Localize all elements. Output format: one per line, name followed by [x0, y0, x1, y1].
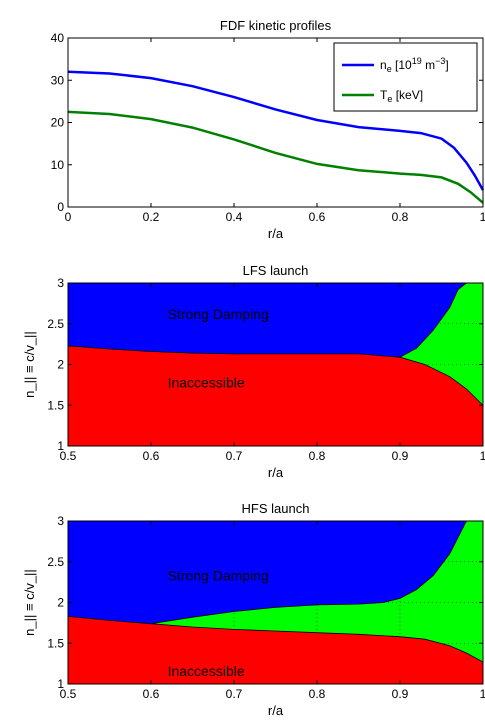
- region-inaccessible: [68, 345, 483, 446]
- x-tick-label: 1: [480, 449, 485, 463]
- y-tick-label: 10: [51, 158, 65, 172]
- x-tick-label: 0.8: [309, 449, 326, 463]
- legend-text-part: n: [380, 58, 387, 72]
- legend-text-part: [10: [392, 58, 412, 72]
- y-tick-label: 2.5: [47, 555, 64, 569]
- legend-text-part: e: [387, 94, 392, 104]
- y-tick-label: 0: [57, 200, 64, 214]
- y-tick-label: 1: [57, 677, 64, 691]
- x-tick-label: 1: [480, 687, 485, 701]
- x-tick-label: 0.8: [309, 687, 326, 701]
- x-tick-label: 0.5: [60, 687, 77, 701]
- x-tick-label: 0.9: [392, 449, 409, 463]
- legend-box: [333, 42, 478, 112]
- series-line-0: [67, 70, 485, 191]
- boundary-lower: [67, 345, 484, 406]
- legend-entry-0: ne [1019 m−3]: [380, 56, 449, 74]
- legend-text-part: [keV]: [392, 88, 423, 102]
- region-accessible: [151, 521, 483, 662]
- y-tick-label: 2.5: [47, 317, 64, 331]
- legend-text-part: 19: [412, 56, 422, 66]
- x-tick-label: 0.8: [392, 210, 409, 224]
- series-line-1: [67, 110, 484, 204]
- region-label-0: Strong Damping: [168, 306, 269, 322]
- x-tick-label: 0.7: [226, 687, 243, 701]
- y-tick-label: 1: [57, 439, 64, 453]
- chart-title: LFS launch: [243, 263, 309, 278]
- region-label-1: Inaccessible: [168, 663, 245, 679]
- x-tick-label: 0.5: [60, 449, 77, 463]
- y-tick-label: 1.5: [47, 398, 64, 412]
- y-axis-label: n_|| ≡ c/v_||: [22, 331, 37, 398]
- region-label-0: Strong Damping: [168, 568, 269, 584]
- legend-entry-1: Te [keV]: [380, 88, 423, 104]
- x-tick-label: 0.7: [226, 449, 243, 463]
- x-tick-label: 0: [65, 210, 72, 224]
- chart-title: FDF kinetic profiles: [220, 18, 332, 33]
- y-axis-label: n_|| ≡ c/v_||: [22, 569, 37, 636]
- legend-text-part: −3: [435, 56, 445, 66]
- legend-text-part: T: [380, 88, 388, 102]
- region-label-1: Inaccessible: [168, 374, 245, 390]
- region-accessible: [400, 283, 483, 406]
- legend: ne [1019 m−3]Te [keV]: [333, 42, 478, 112]
- legend-text-part: e: [387, 64, 392, 74]
- x-axis-label: r/a: [268, 226, 284, 241]
- x-tick-label: 0.6: [143, 687, 160, 701]
- x-tick-label: 0.6: [143, 449, 160, 463]
- x-tick-label: 1: [480, 210, 485, 224]
- y-tick-label: 40: [51, 31, 65, 45]
- region-inaccessible: [68, 616, 483, 684]
- y-tick-label: 2: [57, 596, 64, 610]
- legend-text-part: ]: [445, 58, 448, 72]
- boundary-upper: [150, 520, 483, 625]
- chart-title: HFS launch: [242, 501, 310, 516]
- legend-text-part: m: [422, 58, 435, 72]
- x-tick-label: 0.4: [226, 210, 243, 224]
- y-tick-label: 2: [57, 358, 64, 372]
- y-tick-label: 3: [57, 276, 64, 290]
- x-axis-label: r/a: [268, 703, 284, 718]
- y-tick-label: 3: [57, 514, 64, 528]
- x-tick-label: 0.9: [392, 687, 409, 701]
- x-axis-label: r/a: [268, 465, 284, 480]
- y-tick-label: 1.5: [47, 636, 64, 650]
- y-tick-label: 30: [51, 73, 65, 87]
- x-tick-label: 0.2: [143, 210, 160, 224]
- x-tick-label: 0.6: [309, 210, 326, 224]
- y-tick-label: 20: [51, 116, 65, 130]
